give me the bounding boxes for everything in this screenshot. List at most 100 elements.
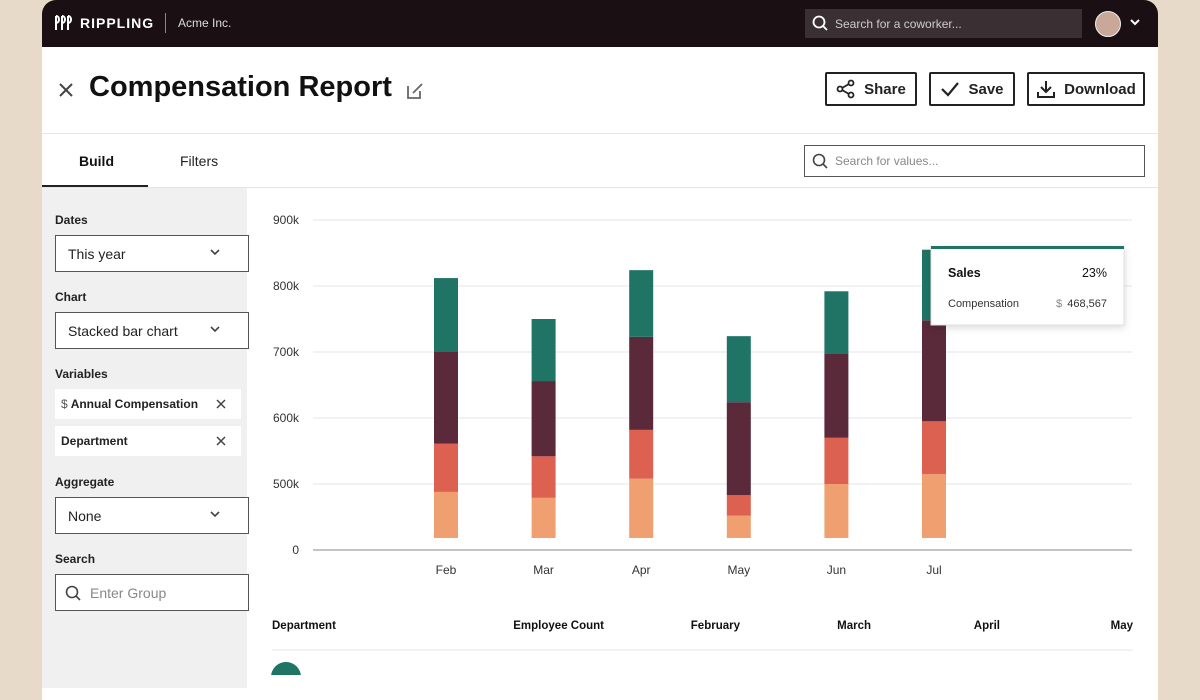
bar-segment <box>629 478 654 538</box>
variable-chip[interactable]: Department <box>55 426 241 456</box>
remove-icons <box>216 399 226 446</box>
bar-segment <box>531 497 556 538</box>
table-header: March <box>837 620 871 632</box>
field-label: Search <box>55 552 96 566</box>
table-header: May <box>1111 620 1134 632</box>
tooltip-share: 23% <box>1082 266 1107 280</box>
tab-build[interactable]: Build <box>79 153 114 169</box>
share-icon <box>836 79 855 99</box>
bar-segment <box>824 291 849 354</box>
bar-segment <box>434 491 458 538</box>
y-tick-label: 500k <box>273 477 300 491</box>
chart: 0 500k 600k 700k 800k 900k Feb Mar Apr May Jun Jul S… <box>271 213 1134 675</box>
select-value: This year <box>68 245 126 262</box>
search-icon <box>812 15 828 31</box>
search-placeholder: Enter Group <box>90 584 167 601</box>
divider <box>42 133 1158 134</box>
check-icon <box>941 82 960 97</box>
bar-segment <box>824 437 849 484</box>
brand: RIPPLING <box>80 15 155 31</box>
tooltip-title: Sales <box>948 266 981 280</box>
search-placeholder: Search for a coworker... <box>835 16 962 31</box>
tooltip: Sales 23% Compensation $468,567 <box>930 246 1125 326</box>
bar-segment <box>629 429 654 479</box>
tooltip-currency: $ <box>1056 298 1062 310</box>
field-label: Dates <box>55 213 88 227</box>
search-icon <box>812 153 828 169</box>
chip-text: Department <box>61 434 128 448</box>
tooltip-accent <box>931 246 1124 249</box>
select-value: None <box>68 507 102 524</box>
y-tick-label: 800k <box>273 279 300 293</box>
coworker-search[interactable]: Search for a coworker... <box>805 9 1082 38</box>
value-search[interactable]: Search for values... <box>804 145 1145 177</box>
bar-segment <box>629 336 654 430</box>
bar-segment <box>922 320 946 422</box>
bar-segment <box>726 495 751 516</box>
search-icon <box>65 585 81 601</box>
sidebar: Dates This year Chart Stacked bar chart … <box>42 188 249 688</box>
x-tick-label: Jun <box>827 563 846 577</box>
close-icon[interactable] <box>58 82 74 98</box>
chevron[interactable] <box>1129 18 1141 28</box>
field-label: Chart <box>55 290 87 304</box>
chart-select[interactable]: Stacked bar chart <box>55 312 249 349</box>
field-label: Aggregate <box>55 475 115 489</box>
chevrons <box>210 249 220 518</box>
y-tick-label: 0 <box>292 543 299 557</box>
chip-text: Annual Compensation <box>70 397 199 411</box>
bar-segment <box>531 456 556 498</box>
avatar[interactable] <box>1095 11 1121 37</box>
y-tick-label: 900k <box>273 213 300 227</box>
bar-segment <box>726 515 751 538</box>
icons <box>210 249 226 518</box>
button-label: Share <box>864 80 906 98</box>
button-label: Download <box>1064 80 1136 98</box>
tooltip-box <box>930 246 1125 326</box>
top-bar: RIPPLING Acme Inc. Search for a coworker… <box>42 0 1158 47</box>
download-button[interactable]: Download <box>1027 72 1145 106</box>
table-header: Department <box>272 620 336 632</box>
bar-segment <box>531 319 556 382</box>
bar-segment <box>922 421 946 475</box>
report-title: Compensation Report <box>89 71 392 103</box>
edit-icon[interactable] <box>405 81 425 101</box>
divider <box>42 187 1158 188</box>
x-tick-label: Apr <box>632 563 651 577</box>
share-button[interactable]: Share <box>825 72 917 106</box>
row-avatar <box>271 662 301 675</box>
x-tick-label: Feb <box>436 563 457 577</box>
button-label: Save <box>968 80 1004 98</box>
bar-segment <box>824 484 849 538</box>
group-search[interactable]: Enter Group <box>55 574 249 611</box>
save-button[interactable]: Save <box>929 72 1015 106</box>
download-icon <box>1037 81 1056 98</box>
page: RIPPLING Acme Inc. Search for a coworker… <box>42 0 1158 700</box>
aggregate-select[interactable]: None <box>55 497 249 534</box>
tab-filters[interactable]: Filters <box>180 153 219 169</box>
x-tick-label: Jul <box>926 563 941 577</box>
bar-segment <box>922 474 946 538</box>
divider <box>165 13 166 33</box>
field-label: Variables <box>55 367 108 381</box>
bar-segment <box>629 270 654 337</box>
dates-select[interactable]: This year <box>55 235 249 272</box>
bar-segment <box>434 443 458 492</box>
app-window: RIPPLING Acme Inc. Search for a coworker… <box>42 0 1158 700</box>
variable-chip[interactable]: $ Annual Compensation <box>55 389 241 419</box>
table-header: April <box>974 620 1000 632</box>
x-tick-label: Mar <box>533 563 554 577</box>
table-header: February <box>691 620 741 632</box>
logo-icon <box>55 15 72 30</box>
bar-segment <box>434 352 458 444</box>
y-tick-label: 600k <box>273 411 300 425</box>
select-value: Stacked bar chart <box>68 322 178 339</box>
bar-segment <box>824 353 849 438</box>
search-placeholder: Search for values... <box>835 154 939 168</box>
tab-indicator <box>42 185 148 188</box>
bar-segment <box>531 381 556 457</box>
tooltip-amount: 468,567 <box>1067 298 1107 310</box>
bar-segment <box>726 336 751 403</box>
y-tick-label: 700k <box>273 345 300 359</box>
bar-segment <box>726 402 751 496</box>
